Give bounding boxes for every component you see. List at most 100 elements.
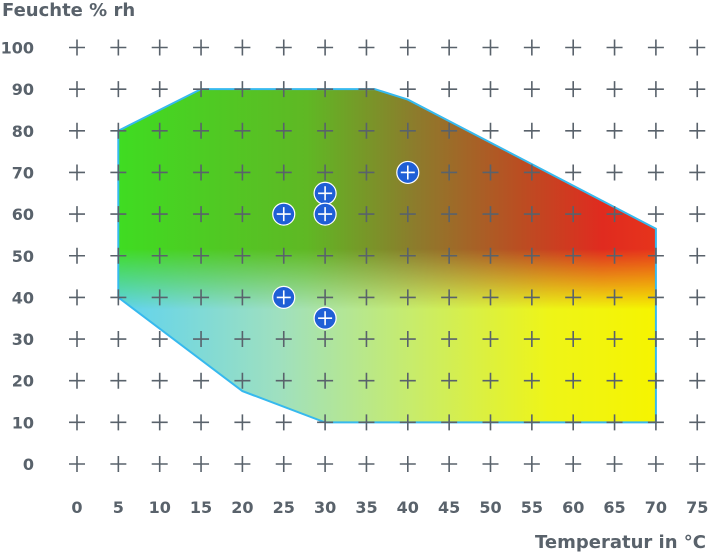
grid-plus-marker xyxy=(69,206,85,223)
grid-plus-marker xyxy=(275,331,292,348)
grid-plus-marker xyxy=(647,39,664,56)
grid-plus-marker xyxy=(234,331,251,348)
grid-plus-marker xyxy=(234,122,251,139)
grid-plus-marker xyxy=(69,39,85,56)
grid-plus-marker xyxy=(399,39,416,56)
grid-plus-marker xyxy=(482,206,499,223)
grid-plus-marker xyxy=(399,456,416,472)
grid-plus-marker xyxy=(69,414,85,431)
x-tick-label: 15 xyxy=(190,498,212,517)
x-axis-label: Temperatur in °C xyxy=(535,532,706,553)
grid-plus-marker xyxy=(647,81,664,98)
grid-plus-marker xyxy=(606,331,623,348)
grid-plus-marker xyxy=(523,414,540,431)
grid-plus-marker xyxy=(689,39,706,56)
grid-plus-marker xyxy=(69,372,85,389)
grid-plus-marker xyxy=(482,164,499,181)
grid-plus-marker xyxy=(565,206,582,223)
grid-plus-marker xyxy=(317,331,334,348)
grid-plus-marker xyxy=(317,372,334,389)
grid-plus-marker xyxy=(523,331,540,348)
grid-plus-marker xyxy=(523,206,540,223)
grid-plus-marker xyxy=(606,164,623,181)
grid-plus-marker xyxy=(689,289,706,306)
grid-plus-marker xyxy=(110,247,127,264)
data-point xyxy=(313,181,337,205)
grid-plus-marker xyxy=(275,39,292,56)
grid-plus-marker xyxy=(193,289,210,306)
grid-plus-marker xyxy=(317,247,334,264)
data-point xyxy=(313,306,337,330)
grid-plus-marker xyxy=(647,372,664,389)
grid-plus-marker xyxy=(317,39,334,56)
grid-plus-marker xyxy=(275,81,292,98)
grid-plus-marker xyxy=(110,206,127,223)
grid-plus-marker xyxy=(358,456,375,472)
grid-plus-marker xyxy=(151,206,168,223)
x-tick-label: 55 xyxy=(521,498,543,517)
grid-plus-marker xyxy=(482,289,499,306)
x-tick-label: 20 xyxy=(231,498,253,517)
x-tick-label: 60 xyxy=(562,498,584,517)
grid-plus-marker xyxy=(358,247,375,264)
grid-plus-marker xyxy=(69,331,85,348)
grid-plus-marker xyxy=(110,331,127,348)
grid-plus-marker xyxy=(606,39,623,56)
grid-plus-marker xyxy=(689,164,706,181)
grid-plus-marker xyxy=(110,456,127,472)
grid-plus-marker xyxy=(151,456,168,472)
y-tick-label: 20 xyxy=(12,372,34,391)
grid-plus-marker xyxy=(523,289,540,306)
grid-plus-marker xyxy=(647,331,664,348)
data-points xyxy=(272,160,420,330)
x-tick-label: 65 xyxy=(603,498,625,517)
grid-plus-marker xyxy=(110,39,127,56)
grid-plus-marker xyxy=(647,122,664,139)
grid-plus-marker xyxy=(399,372,416,389)
grid-plus-marker xyxy=(606,414,623,431)
y-tick-label: 30 xyxy=(12,330,34,349)
x-tick-label: 35 xyxy=(355,498,377,517)
grid-plus-marker xyxy=(482,247,499,264)
grid-plus-marker xyxy=(317,122,334,139)
x-tick-label: 40 xyxy=(397,498,419,517)
grid-plus-marker xyxy=(193,81,210,98)
grid-plus-marker xyxy=(523,81,540,98)
grid-plus-marker xyxy=(151,39,168,56)
grid-plus-marker xyxy=(234,206,251,223)
grid-plus-marker xyxy=(110,289,127,306)
grid-plus-marker xyxy=(689,456,706,472)
y-tick-label: 60 xyxy=(12,205,34,224)
grid-plus-marker xyxy=(647,456,664,472)
grid-plus-marker xyxy=(441,122,458,139)
data-point xyxy=(313,202,337,226)
grid-plus-marker xyxy=(151,414,168,431)
grid-plus-marker xyxy=(151,331,168,348)
grid-plus-marker xyxy=(565,414,582,431)
grid-plus-marker xyxy=(441,289,458,306)
x-tick-label: 30 xyxy=(314,498,336,517)
grid-plus-marker xyxy=(275,164,292,181)
grid-plus-marker xyxy=(151,289,168,306)
grid-plus-marker xyxy=(317,414,334,431)
x-tick-label: 50 xyxy=(479,498,501,517)
data-point xyxy=(272,285,296,309)
grid-plus-marker xyxy=(110,164,127,181)
y-axis-label: Feuchte % rh xyxy=(2,0,135,21)
grid-plus-marker xyxy=(234,247,251,264)
grid-plus-marker xyxy=(399,206,416,223)
grid-plus-marker xyxy=(441,206,458,223)
grid-plus-marker xyxy=(523,247,540,264)
grid-plus-marker xyxy=(441,414,458,431)
grid-plus-marker xyxy=(689,206,706,223)
grid-plus-marker xyxy=(151,81,168,98)
data-point xyxy=(396,160,420,185)
grid-plus-marker xyxy=(234,164,251,181)
grid-plus-marker xyxy=(441,81,458,98)
grid-plus-marker xyxy=(441,456,458,472)
grid-plus-marker xyxy=(69,456,85,472)
grid-plus-marker xyxy=(193,39,210,56)
grid-plus-marker xyxy=(482,331,499,348)
grid-plus-marker xyxy=(358,414,375,431)
